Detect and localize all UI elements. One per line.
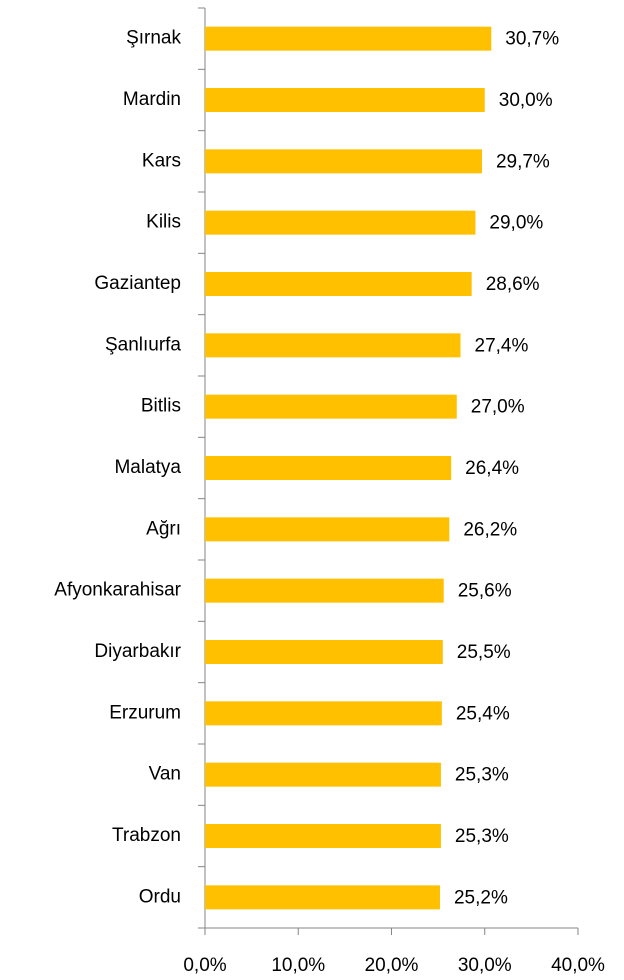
bar xyxy=(205,88,485,112)
data-label: 25,6% xyxy=(458,581,512,602)
y-tick-label: Van xyxy=(149,764,181,785)
bar xyxy=(205,394,457,419)
y-tick-label: Bitlis xyxy=(141,396,181,417)
bar xyxy=(205,578,444,603)
data-label: 27,0% xyxy=(471,397,525,418)
y-tick-label: Ağrı xyxy=(146,518,181,539)
data-label: 26,2% xyxy=(463,519,517,540)
bar xyxy=(205,210,476,235)
data-label: 26,4% xyxy=(465,458,519,479)
y-tick-label: Erzurum xyxy=(109,702,181,723)
y-tick-label: Malatya xyxy=(114,457,181,478)
y-tick-label: Ordu xyxy=(139,886,181,907)
data-label: 29,7% xyxy=(496,151,550,172)
y-tick-label: Şırnak xyxy=(126,28,181,49)
data-label: 25,5% xyxy=(457,642,511,663)
y-tick-label: Kars xyxy=(142,150,181,171)
data-label: 25,3% xyxy=(455,765,509,786)
bar xyxy=(205,272,472,296)
bar xyxy=(205,517,450,542)
x-tick-label: 40,0% xyxy=(551,955,605,976)
y-tick-label: Diyarbakır xyxy=(94,641,181,662)
bar xyxy=(205,26,492,51)
x-tick-label: 10,0% xyxy=(271,955,325,976)
data-label: 25,3% xyxy=(455,826,509,847)
bar xyxy=(205,640,443,664)
data-label: 25,2% xyxy=(454,887,508,908)
bar xyxy=(205,456,452,480)
bar xyxy=(205,149,482,174)
y-tick-label: Gaziantep xyxy=(94,273,181,294)
bar xyxy=(205,762,441,787)
bar xyxy=(205,824,441,848)
bar xyxy=(205,701,442,726)
y-tick-label: Şanlıurfa xyxy=(105,334,181,355)
y-tick-label: Trabzon xyxy=(112,825,181,846)
x-tick-label: 20,0% xyxy=(365,955,419,976)
bar xyxy=(205,333,461,358)
data-label: 25,4% xyxy=(456,703,510,724)
data-label: 27,4% xyxy=(475,335,529,356)
data-label: 30,0% xyxy=(499,90,553,111)
x-tick-label: 30,0% xyxy=(458,955,512,976)
y-tick-label: Kilis xyxy=(146,212,181,233)
data-label: 30,7% xyxy=(505,29,559,50)
bar xyxy=(205,885,440,910)
x-tick-label: 0,0% xyxy=(183,955,226,976)
data-label: 28,6% xyxy=(486,274,540,295)
data-label: 29,0% xyxy=(489,213,543,234)
y-tick-label: Afyonkarahisar xyxy=(54,580,181,601)
y-tick-label: Mardin xyxy=(123,89,181,110)
